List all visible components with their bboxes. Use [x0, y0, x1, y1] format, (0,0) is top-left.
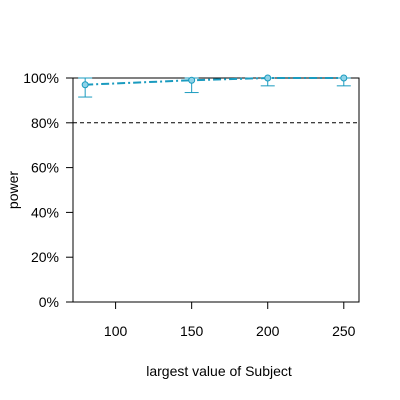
data-point — [188, 76, 196, 84]
y-tick-label: 100% — [23, 70, 59, 86]
y-axis: 0% 20% 40% 60% 80% 100% — [23, 70, 73, 310]
data-point — [81, 81, 89, 89]
x-tick-label: 100 — [104, 323, 128, 339]
y-tick-label: 40% — [31, 204, 59, 220]
y-tick-label: 80% — [31, 115, 59, 131]
series-group — [78, 74, 351, 98]
y-tick-label: 20% — [31, 249, 59, 265]
plot-frame — [72, 77, 360, 303]
x-tick-label: 250 — [332, 323, 356, 339]
data-point — [340, 74, 348, 82]
x-tick-label: 150 — [180, 323, 204, 339]
data-point — [264, 74, 272, 82]
series-line — [85, 77, 344, 86]
x-tick-label: 200 — [256, 323, 280, 339]
x-axis: 100 150 200 250 — [104, 302, 356, 339]
x-axis-label: largest value of Subject — [146, 363, 292, 379]
y-axis-label: power — [5, 171, 21, 209]
y-tick-label: 60% — [31, 160, 59, 176]
y-tick-label: 0% — [39, 294, 59, 310]
